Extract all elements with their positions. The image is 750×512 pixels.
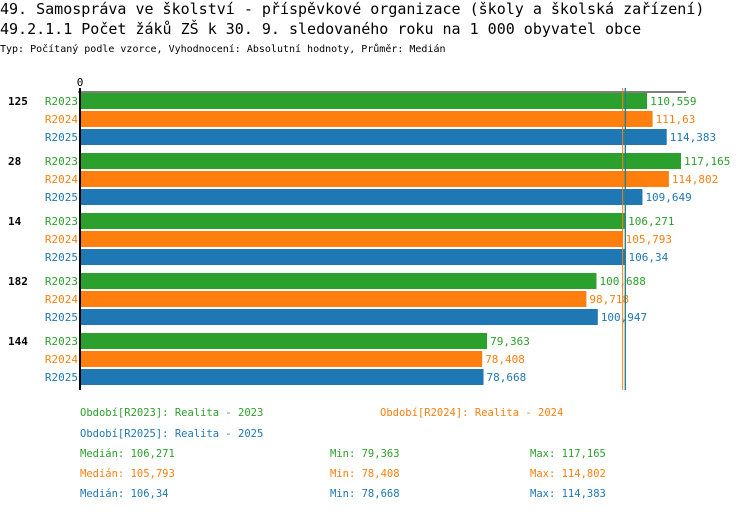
bar-r2025 <box>80 249 626 265</box>
series-label: R2025 <box>45 131 78 144</box>
min-r2023: Min: 79,363 <box>330 448 400 460</box>
bar-r2024 <box>80 231 623 247</box>
bar-value-label: 117,165 <box>684 155 730 168</box>
legend-period-r2025: Období[R2025]: Realita - 2025 <box>80 428 264 440</box>
max-r2023: Max: 117,165 <box>530 448 606 460</box>
legend-period-r2024: Období[R2024]: Realita - 2024 <box>380 407 564 419</box>
category-label: 125 <box>8 95 28 108</box>
bar-r2025 <box>80 189 643 205</box>
series-label: R2023 <box>45 215 78 228</box>
bar-value-label: 106,34 <box>628 251 668 264</box>
bar-value-label: 109,649 <box>645 191 691 204</box>
series-label: R2024 <box>45 293 78 306</box>
bar-value-label: 78,668 <box>487 371 527 384</box>
series-label: R2025 <box>45 371 78 384</box>
chart-title: 49. Samospráva ve školství - příspěvkové… <box>0 0 705 18</box>
series-label: R2024 <box>45 353 78 366</box>
median-r2025: Medián: 106,34 <box>80 488 169 500</box>
bar-value-label: 98,718 <box>589 293 629 306</box>
category-label: 182 <box>8 275 28 288</box>
series-label: R2024 <box>45 173 78 186</box>
bar-value-label: 114,383 <box>670 131 716 144</box>
bar-r2024 <box>80 351 483 367</box>
bar-r2025 <box>80 369 484 385</box>
category-label: 28 <box>8 155 21 168</box>
legend-period-r2023: Období[R2023]: Realita - 2023 <box>80 407 264 419</box>
chart-subtitle: 49.2.1.1 Počet žáků ZŠ k 30. 9. sledovan… <box>0 20 642 38</box>
bar-value-label: 100,947 <box>601 311 647 324</box>
category-label: 144 <box>8 335 28 348</box>
bar-r2023 <box>80 213 626 229</box>
min-r2025: Min: 78,668 <box>330 488 400 500</box>
bar-chart: 0 125 R2023 110,559 R2024 111,63 R2025 114,383 2… <box>8 76 730 390</box>
axis-zero-label: 0 <box>77 76 84 89</box>
bar-r2024 <box>80 171 669 187</box>
series-label: R2025 <box>45 311 78 324</box>
bar-value-label: 106,271 <box>628 215 674 228</box>
min-r2024: Min: 78,408 <box>330 468 400 480</box>
bar-value-label: 114,802 <box>672 173 718 186</box>
bar-value-label: 111,63 <box>656 113 696 126</box>
median-r2024: Medián: 105,793 <box>80 468 175 480</box>
series-label: R2023 <box>45 275 78 288</box>
max-r2024: Max: 114,802 <box>530 468 606 480</box>
bar-r2025 <box>80 129 667 145</box>
series-label: R2025 <box>45 251 78 264</box>
bar-value-label: 110,559 <box>650 95 696 108</box>
bar-value-label: 78,408 <box>485 353 525 366</box>
bar-value-label: 105,793 <box>626 233 672 246</box>
series-label: R2025 <box>45 191 78 204</box>
bar-r2024 <box>80 111 653 127</box>
series-label: R2023 <box>45 335 78 348</box>
series-label: R2023 <box>45 95 78 108</box>
max-r2025: Max: 114,383 <box>530 488 606 500</box>
bar-r2024 <box>80 291 587 307</box>
bar-r2023 <box>80 273 597 289</box>
chart-info: Typ: Počítaný podle vzorce, Vyhodnocení:… <box>0 44 446 55</box>
bar-r2023 <box>80 153 681 169</box>
series-label: R2024 <box>45 233 78 246</box>
bar-r2023 <box>80 333 488 349</box>
bar-r2023 <box>80 93 648 109</box>
series-label: R2024 <box>45 113 78 126</box>
bar-value-label: 79,363 <box>490 335 530 348</box>
median-r2023: Medián: 106,271 <box>80 448 175 460</box>
category-label: 14 <box>8 215 22 228</box>
bar-r2025 <box>80 309 598 325</box>
series-label: R2023 <box>45 155 78 168</box>
